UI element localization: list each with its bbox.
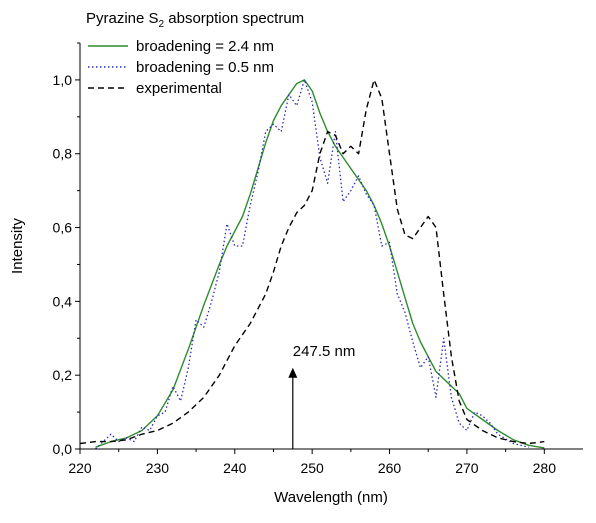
y-tick-label: 1,0 <box>53 72 73 88</box>
y-tick-label: 0,0 <box>53 441 73 457</box>
x-tick-label: 280 <box>533 460 557 476</box>
chart-title-suffix: absorption spectrum <box>164 10 304 27</box>
y-axis-ticks: 0,0 0,2 0,4 0,6 0,8 1,0 <box>53 42 80 457</box>
series-line-3 <box>79 79 545 445</box>
legend-label-3: experimental <box>136 80 222 97</box>
series-line-2 <box>95 79 529 450</box>
x-tick-label: 230 <box>146 460 170 476</box>
y-tick-label: 0,4 <box>53 293 73 309</box>
x-axis-label: Wavelength (nm) <box>274 489 388 506</box>
annotation: 247.5 nm <box>288 343 355 449</box>
x-tick-label: 260 <box>378 460 402 476</box>
y-tick-label: 0,2 <box>53 367 73 383</box>
y-tick-label: 0,6 <box>53 220 73 236</box>
legend-label-2: broadening = 0.5 nm <box>136 59 274 76</box>
chart-title: Pyrazine S2 absorption spectrum <box>86 10 304 30</box>
y-axis-label: Intensity <box>9 218 26 274</box>
x-tick-label: 240 <box>223 460 247 476</box>
x-tick-label: 270 <box>455 460 479 476</box>
series-line-1 <box>95 79 545 449</box>
chart-title-main: Pyrazine S <box>86 10 159 27</box>
series-layer <box>79 79 545 450</box>
x-tick-label: 220 <box>68 460 92 476</box>
legend: broadening = 2.4 nm broadening = 0.5 nm ex… <box>88 38 274 97</box>
annotation-label: 247.5 nm <box>293 343 356 360</box>
annotation-arrow-head <box>288 367 298 378</box>
legend-label-1: broadening = 2.4 nm <box>136 38 274 55</box>
x-axis-ticks: 220 230 240 250 260 270 280 <box>68 449 556 476</box>
x-tick-label: 250 <box>300 460 324 476</box>
chart-title-subscript: 2 <box>159 19 165 30</box>
y-tick-label: 0,8 <box>53 146 73 162</box>
